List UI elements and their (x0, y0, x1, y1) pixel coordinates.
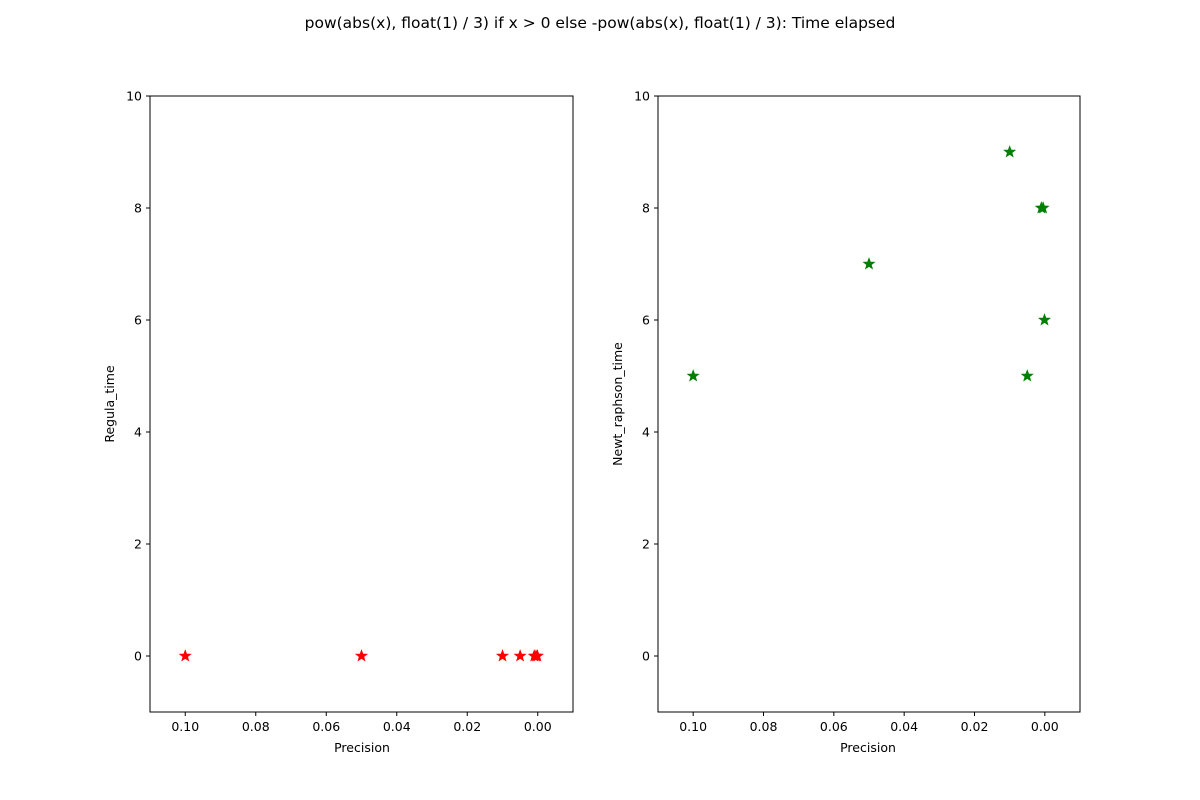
y-axis-label: Regula_time (102, 365, 117, 443)
y-tick-label: 8 (642, 201, 650, 216)
x-tick-label: 0.00 (524, 719, 552, 734)
y-tick-label: 4 (642, 425, 650, 440)
y-tick-label: 10 (634, 89, 650, 104)
x-tick-label: 0.04 (383, 719, 411, 734)
y-tick-label: 0 (642, 649, 650, 664)
x-tick-label: 0.00 (1031, 719, 1059, 734)
y-axis-label: Newt_raphson_time (610, 342, 625, 466)
x-tick-label: 0.08 (750, 719, 778, 734)
y-tick-label: 0 (134, 649, 142, 664)
subplot-regula: Precision Regula_time 0.10 0.08 0.06 0.04 0.… (102, 89, 574, 755)
subplot-newt-raphson: Precision Newt_raphson_time 0.10 0.08 0.06… (610, 89, 1081, 755)
x-tick-label: 0.06 (820, 719, 848, 734)
data-point (1036, 201, 1050, 214)
data-point (495, 649, 510, 662)
plot-frame (149, 95, 574, 713)
data-point (513, 649, 527, 662)
y-tick-label: 6 (642, 313, 650, 328)
data-point (686, 369, 700, 382)
data-point (354, 649, 369, 662)
y-tick-label: 8 (134, 201, 142, 216)
x-tick-label: 0.10 (679, 719, 707, 734)
figure-title: pow(abs(x), float(1) / 3) if x > 0 else … (305, 14, 896, 32)
data-point (530, 649, 544, 662)
x-tick-label: 0.08 (242, 719, 270, 734)
x-tick-label: 0.06 (312, 719, 340, 734)
data-point (1003, 145, 1017, 158)
y-tick-label: 4 (134, 425, 142, 440)
x-axis-label: Precision (334, 740, 390, 755)
y-tick-label: 10 (126, 89, 142, 104)
data-point (1020, 369, 1034, 382)
plot-frame (657, 95, 1081, 713)
y-tick-label: 2 (134, 537, 142, 552)
data-point (862, 257, 876, 270)
x-tick-label: 0.10 (171, 719, 199, 734)
data-point (178, 649, 192, 662)
y-tick-label: 2 (642, 537, 650, 552)
x-tick-label: 0.02 (961, 719, 989, 734)
y-tick-label: 6 (134, 313, 142, 328)
x-tick-label: 0.04 (890, 719, 918, 734)
x-axis-label: Precision (840, 740, 896, 755)
data-point (1037, 313, 1052, 326)
x-tick-label: 0.02 (453, 719, 481, 734)
